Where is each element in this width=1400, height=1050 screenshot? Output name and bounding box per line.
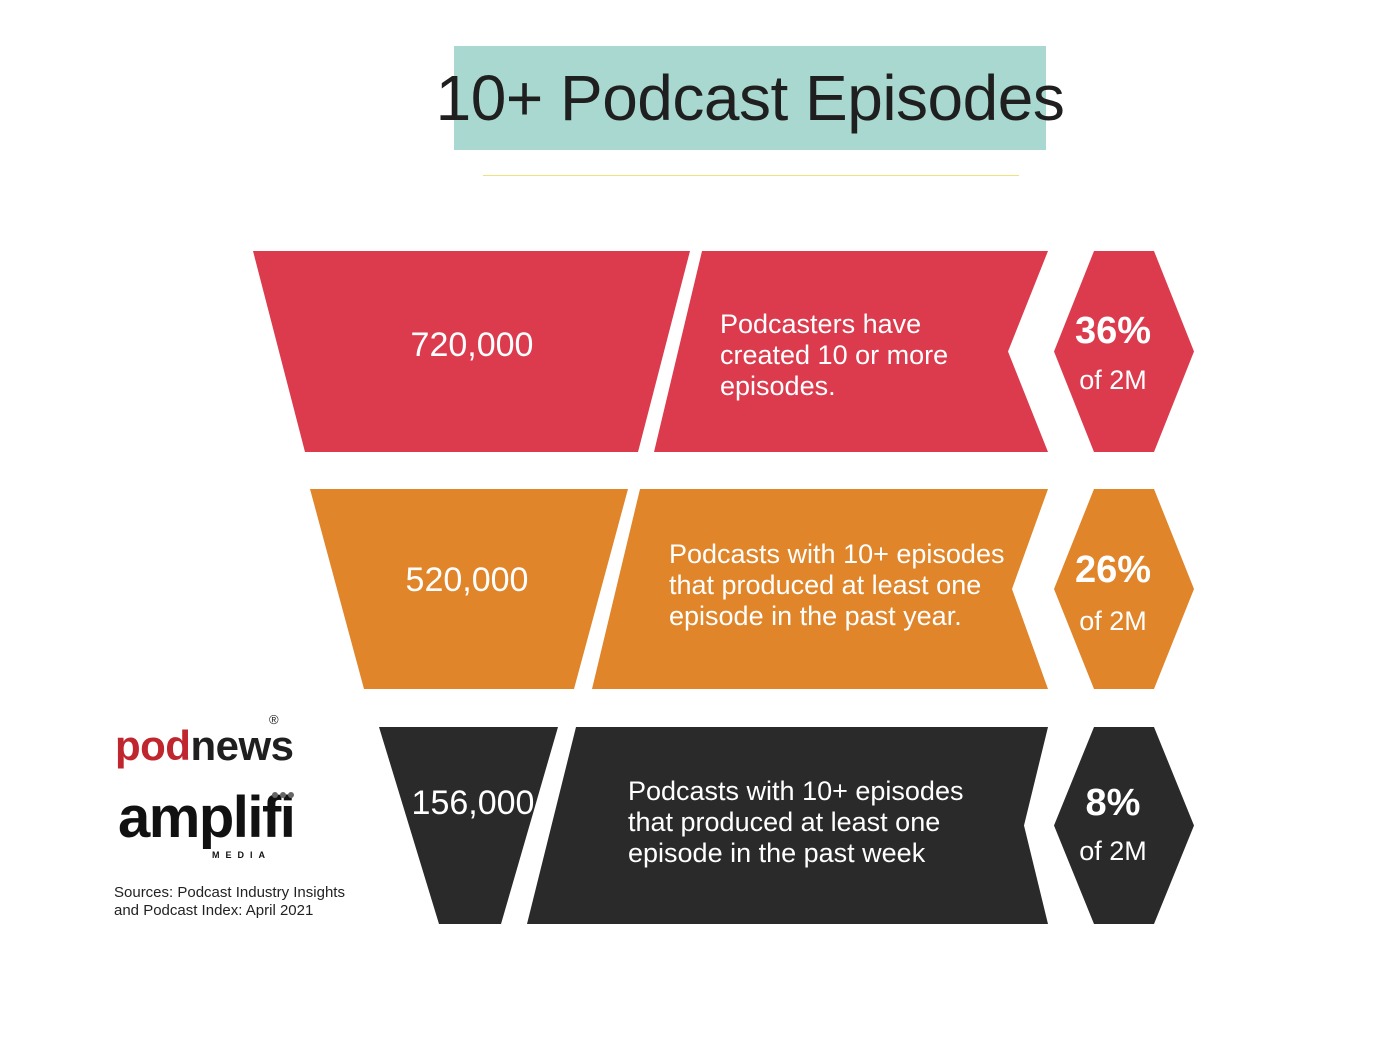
chart-title: 10+ Podcast Episodes <box>435 62 1065 134</box>
of-total-label-2: of 2M <box>1079 606 1147 636</box>
sources-line-2: and Podcast Index: April 2021 <box>114 902 314 919</box>
percent-label-2: 26% <box>1075 549 1151 591</box>
podnews-logo-news: news <box>190 722 294 769</box>
description-line-2-3: episode in the past year. <box>669 601 962 631</box>
percent-label-3: 8% <box>1086 782 1141 824</box>
description-line-3-1: Podcasts with 10+ episodes <box>628 776 963 806</box>
description-block-1 <box>654 251 1048 452</box>
amplifi-media-label: MEDIA <box>212 850 271 860</box>
amplifi-logo: amplifi <box>118 785 296 850</box>
description-block-2 <box>592 489 1048 689</box>
percent-label-1: 36% <box>1075 310 1151 352</box>
of-total-label-1: of 2M <box>1079 365 1147 395</box>
description-line-3-3: episode in the past week <box>628 838 926 868</box>
description-line-1-1: Podcasters have <box>720 309 921 339</box>
description-line-1-3: episodes. <box>720 371 836 401</box>
value-block-2 <box>310 489 628 689</box>
percent-block-2 <box>1054 489 1194 689</box>
value-label-3: 156,000 <box>412 784 535 822</box>
description-line-3-2: that produced at least one <box>628 807 940 837</box>
registered-mark: ® <box>269 712 279 727</box>
podnews-logo-pod: pod <box>115 722 191 769</box>
value-block-1 <box>253 251 690 452</box>
title-divider <box>483 175 1019 176</box>
description-line-2-1: Podcasts with 10+ episodes <box>669 539 1004 569</box>
description-line-2-2: that produced at least one <box>669 570 981 600</box>
description-block-3 <box>527 727 1048 924</box>
description-line-1-2: created 10 or more <box>720 340 948 370</box>
value-label-1: 720,000 <box>411 326 534 364</box>
percent-block-1 <box>1054 251 1194 452</box>
value-block-3 <box>379 727 558 924</box>
of-total-label-3: of 2M <box>1079 836 1147 866</box>
amplifi-dots-icon <box>272 792 294 798</box>
percent-block-3 <box>1054 727 1194 924</box>
title-banner: 10+ Podcast Episodes <box>436 46 1065 150</box>
podnews-logo: podnews <box>115 722 294 770</box>
sources-line-1: Sources: Podcast Industry Insights <box>114 884 345 901</box>
sources-note: Sources: Podcast Industry Insights and P… <box>114 884 364 920</box>
value-label-2: 520,000 <box>406 561 529 599</box>
